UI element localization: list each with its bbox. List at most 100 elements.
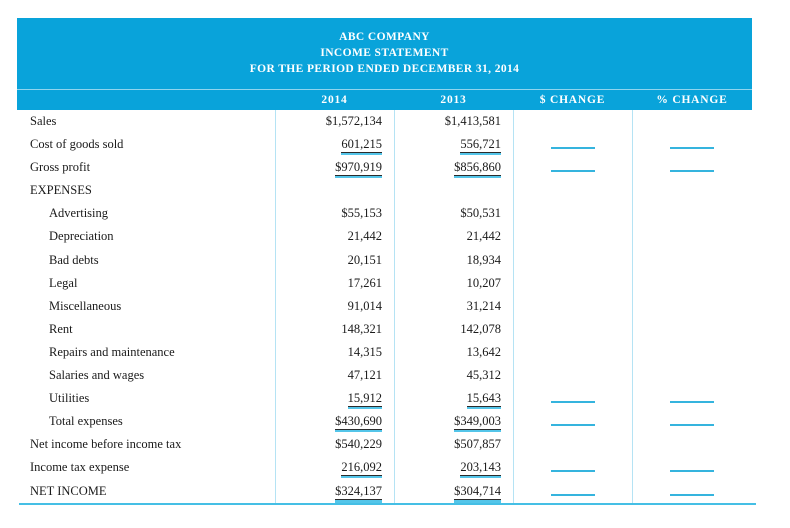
row-label: Net income before income tax	[30, 437, 182, 452]
value-2014: $430,690	[335, 414, 382, 431]
value-2014: $540,229	[335, 437, 382, 452]
value-2013: 21,442	[466, 229, 501, 244]
percent-change-cell	[632, 364, 752, 387]
table-row-gross-profit: Gross profit $970,919 $856,860	[17, 156, 752, 179]
percent-change-cell	[632, 156, 752, 179]
value-2014: 15,912	[347, 391, 382, 408]
value-2014: 148,321	[341, 321, 382, 336]
value-2013: $1,413,581	[444, 114, 501, 128]
table-bottom-rule	[19, 503, 756, 505]
statement-period: FOR THE PERIOD ENDED DECEMBER 31, 2014	[249, 63, 520, 75]
dollar-change-cell	[513, 433, 632, 456]
value-2013: $349,003	[454, 414, 501, 431]
row-label: Legal	[49, 275, 78, 290]
dollar-change-cell	[513, 295, 632, 318]
value-2014: 17,261	[347, 275, 382, 290]
percent-change-cell	[632, 133, 752, 156]
column-header-row: 2014 2013 $ CHANGE % CHANGE	[17, 89, 752, 110]
fill-in-blank	[670, 156, 714, 173]
dollar-change-cell	[513, 480, 632, 503]
fill-in-blank	[550, 410, 595, 427]
row-label: Repairs and maintenance	[49, 344, 175, 359]
percent-change-cell	[632, 202, 752, 225]
dollar-change-cell	[513, 318, 632, 341]
table-row-income-tax-expense: Income tax expense 216,092 203,143	[17, 456, 752, 479]
table-row-depreciation: Depreciation 21,442 21,442	[17, 225, 752, 248]
table-row-bad-debts: Bad debts 20,151 18,934	[17, 249, 752, 272]
statement-header-band: ABC COMPANY INCOME STATEMENT FOR THE PER…	[17, 18, 752, 89]
column-divider	[632, 110, 633, 503]
statement-title: INCOME STATEMENT	[320, 47, 449, 59]
value-2013: 142,078	[460, 321, 501, 336]
table-row-total-expenses: Total expenses $430,690 $349,003	[17, 410, 752, 433]
value-2013: $50,531	[460, 206, 501, 221]
dollar-change-cell	[513, 156, 632, 179]
dollar-change-cell	[513, 249, 632, 272]
row-label: EXPENSES	[30, 183, 92, 198]
table-row-net-income: NET INCOME $324,137 $304,714	[17, 480, 752, 503]
value-2013: 18,934	[466, 252, 501, 267]
column-divider	[394, 110, 395, 503]
value-2013: $856,860	[454, 160, 501, 177]
value-2014: 21,442	[347, 229, 382, 244]
row-label: Gross profit	[30, 160, 91, 175]
value-2014: 20,151	[347, 252, 382, 267]
value-2013	[394, 179, 513, 202]
row-label: Depreciation	[49, 229, 114, 244]
table-row-repairs-and-maintenance: Repairs and maintenance 14,315 13,642	[17, 341, 752, 364]
percent-change-cell	[632, 410, 752, 433]
percent-change-cell	[632, 179, 752, 202]
value-2014: $324,137	[335, 483, 382, 500]
dollar-change-cell	[513, 272, 632, 295]
percent-change-cell	[632, 225, 752, 248]
value-2013: 13,642	[466, 344, 501, 359]
column-header-percent-change: % CHANGE	[656, 94, 728, 106]
fill-in-blank	[670, 456, 714, 473]
table-row-advertising: Advertising $55,153 $50,531	[17, 202, 752, 225]
row-label: Miscellaneous	[49, 298, 122, 313]
value-2013: 203,143	[460, 460, 501, 477]
value-2014: $970,919	[335, 160, 382, 177]
dollar-change-cell	[513, 179, 632, 202]
dollar-change-cell	[513, 410, 632, 433]
value-2014: 47,121	[347, 368, 382, 383]
dollar-change-cell	[513, 456, 632, 479]
column-divider	[275, 110, 276, 503]
fill-in-blank	[670, 387, 714, 404]
dollar-change-cell	[513, 133, 632, 156]
row-label: Utilities	[49, 391, 90, 406]
fill-in-blank	[670, 410, 714, 427]
row-label: Advertising	[49, 206, 109, 221]
row-label: Cost of goods sold	[30, 137, 124, 152]
dollar-change-cell	[513, 202, 632, 225]
value-2013: 15,643	[466, 391, 501, 408]
percent-change-cell	[632, 110, 752, 133]
table-row-rent: Rent 148,321 142,078	[17, 318, 752, 341]
value-2013: 10,207	[466, 275, 501, 290]
percent-change-cell	[632, 318, 752, 341]
fill-in-blank	[670, 133, 714, 150]
row-label: Income tax expense	[30, 460, 130, 475]
fill-in-blank	[550, 387, 595, 404]
percent-change-cell	[632, 249, 752, 272]
row-label: Sales	[30, 114, 57, 128]
row-label: Total expenses	[49, 414, 123, 429]
fill-in-blank	[670, 480, 714, 496]
column-divider	[513, 110, 514, 503]
table-row-legal: Legal 17,261 10,207	[17, 272, 752, 295]
percent-change-cell	[632, 341, 752, 364]
table-row-cost-of-goods-sold: Cost of goods sold 601,215 556,721	[17, 133, 752, 156]
percent-change-cell	[632, 295, 752, 318]
dollar-change-cell	[513, 341, 632, 364]
value-2013: $507,857	[454, 437, 501, 452]
table-row-net-income-before-income-tax: Net income before income tax $540,229 $5…	[17, 433, 752, 456]
percent-change-cell	[632, 272, 752, 295]
dollar-change-cell	[513, 387, 632, 410]
dollar-change-cell	[513, 110, 632, 133]
value-2013: 45,312	[466, 368, 501, 383]
value-2014: 14,315	[347, 344, 382, 359]
row-label: Salaries and wages	[49, 368, 145, 383]
table-row-utilities: Utilities 15,912 15,643	[17, 387, 752, 410]
fill-in-blank	[550, 480, 595, 496]
